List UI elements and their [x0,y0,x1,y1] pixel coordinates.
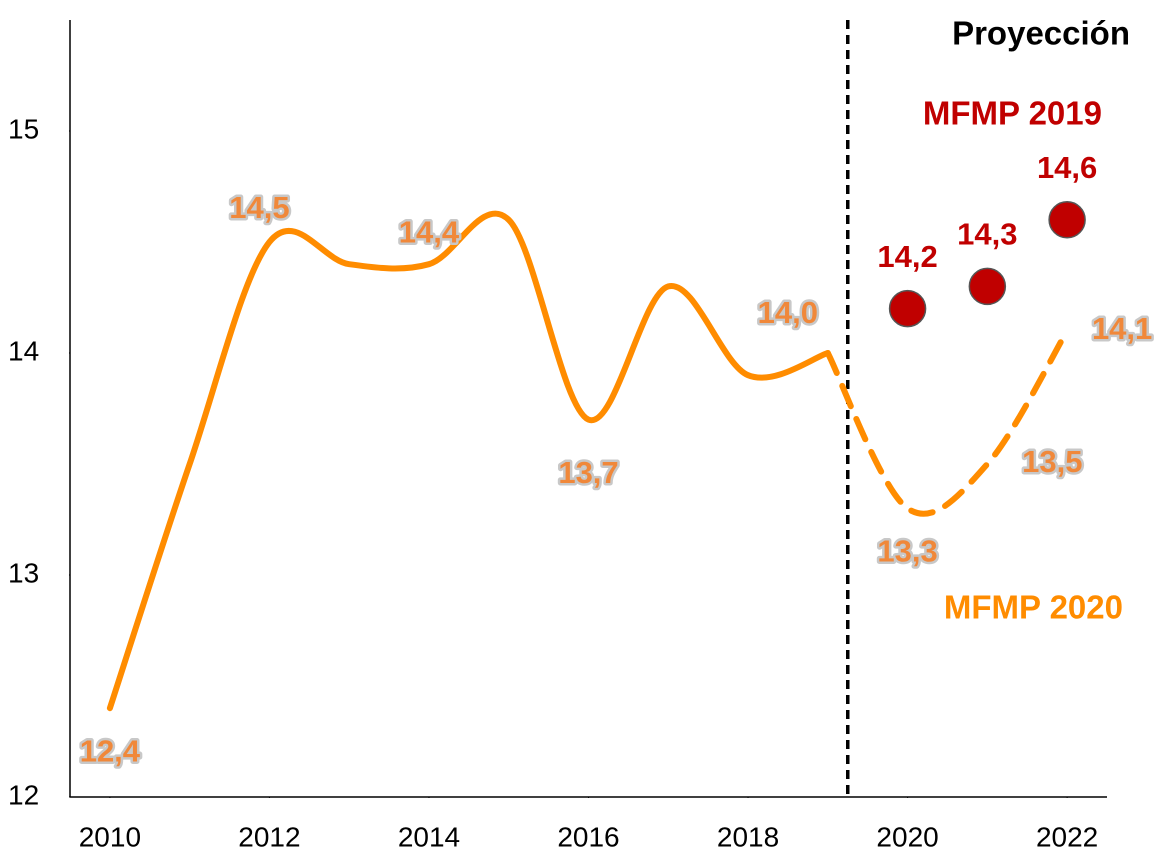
annotation: Proyección [952,15,1130,52]
value-label: 13,3 [877,534,937,569]
value-label: 12,4 [80,733,141,768]
value-label: 14,3 [957,217,1017,252]
legend-label: MFMP 2019 [923,95,1102,132]
x-tick-label: 2010 [79,821,141,852]
point [1048,201,1086,239]
value-label: 14,1 [1092,311,1152,346]
x-tick-label: 2020 [876,821,938,852]
line [106,210,831,712]
y-tick-label: 13 [8,557,39,588]
y-tick-label: 12 [8,779,39,810]
line [824,327,1071,517]
x-tick-label: 2018 [717,821,779,852]
x-tick-label: 2012 [238,821,300,852]
x-tick-label: 2016 [557,821,619,852]
y-tick-label: 14 [8,335,39,366]
value-label: 13,5 [1022,444,1082,479]
value-label: 13,7 [558,455,618,490]
value-label: 14,0 [758,295,818,330]
y-tick-label: 15 [8,113,39,144]
value-label: 14,4 [399,214,460,249]
value-label: 14,6 [1037,150,1097,185]
point [968,267,1007,306]
value-label: 14,2 [877,239,937,274]
x-tick-label: 2014 [398,821,460,852]
value-label: 14,5 [229,190,289,225]
x-tick-label: 2022 [1036,821,1098,852]
legend-label: MFMP 2020 [944,589,1123,626]
point [888,289,927,328]
